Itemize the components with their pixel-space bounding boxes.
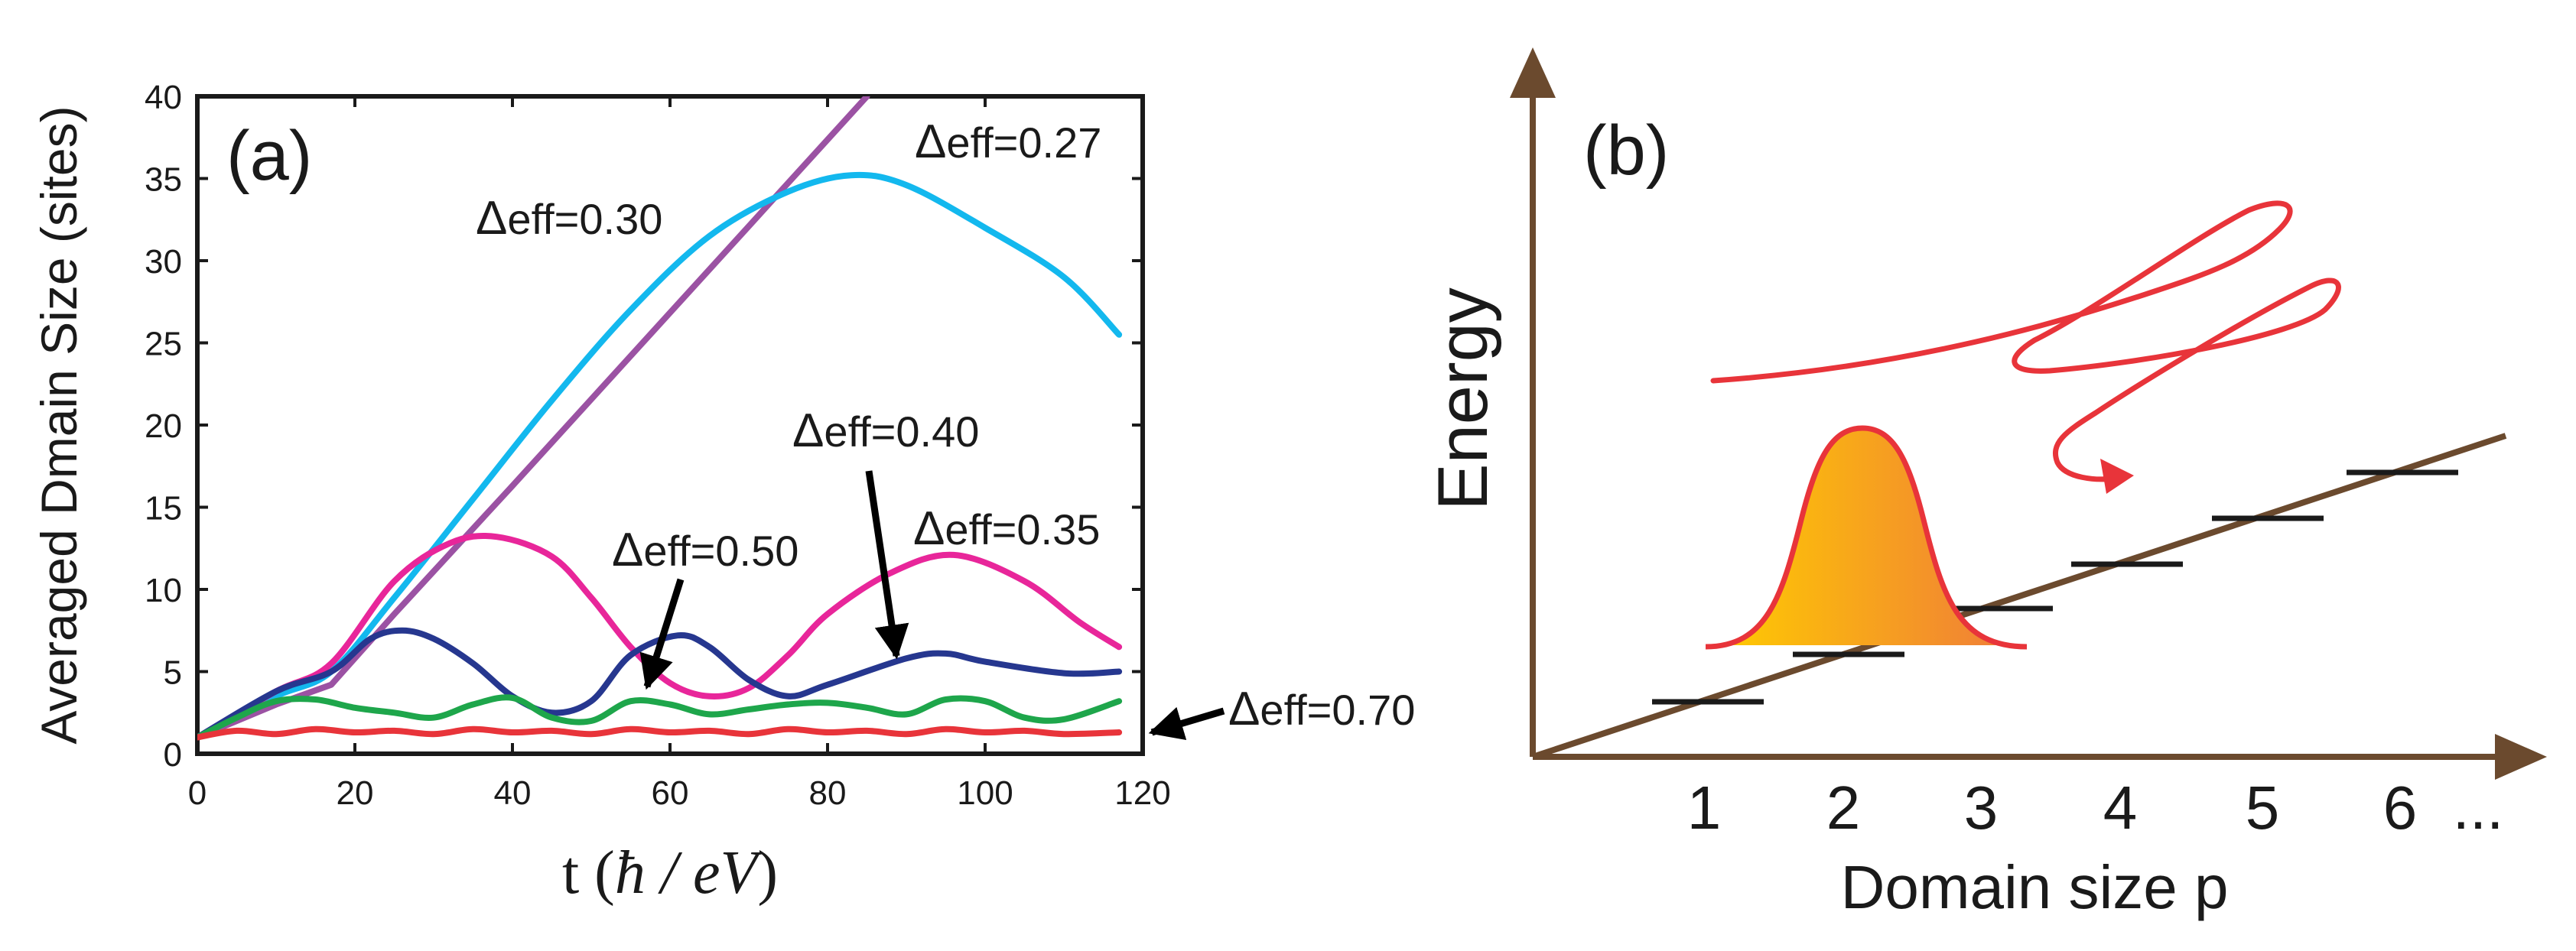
annotation-delta-070: Δeff=0.70 — [1228, 683, 1415, 735]
axis-ticks: 0 20 40 60 80 100 120 0 5 10 15 20 25 30 35 40 — [145, 79, 1171, 812]
tick-5: 5 — [2246, 774, 2280, 842]
y-axis-label: Averaged Dmain Size (sites) — [31, 105, 87, 744]
trajectory-arrowhead — [2100, 459, 2134, 494]
relaxation-trajectory — [1710, 200, 2341, 482]
series-line-4 — [197, 694, 1123, 741]
energy-levels — [1652, 469, 2458, 705]
series-line-5 — [197, 725, 1123, 741]
y-tick-label: 30 — [145, 243, 182, 281]
domain-size-ticks: 1 2 3 4 5 6 ... — [1687, 774, 2504, 842]
y-tick-label: 40 — [145, 79, 182, 116]
x-axis-label-prefix: t ( — [562, 839, 615, 907]
x-tick-label: 80 — [809, 774, 847, 812]
annotation-delta-035: Δeff=0.35 — [913, 502, 1100, 555]
y-tick-label: 25 — [145, 326, 182, 363]
tick-4: 4 — [2103, 774, 2138, 842]
energy-trend-line — [1531, 433, 2507, 760]
hbar-symbol: ħ — [615, 839, 646, 907]
tick-2: 2 — [1826, 774, 1861, 842]
tick-1: 1 — [1687, 774, 1722, 842]
x-axis-label-var: eV — [693, 839, 764, 907]
x-tick-label: 20 — [337, 774, 374, 812]
annotation-delta-030: Δeff=0.30 — [476, 192, 662, 245]
panel-a: 0 20 40 60 80 100 120 0 5 10 15 20 25 30 35 40 (a) Aver… — [31, 79, 1415, 907]
x-axis-label: t (ħ / eV) — [562, 839, 778, 907]
energy-axis-label: Energy — [1424, 287, 1502, 511]
wavepacket-outline — [1705, 425, 2028, 650]
arrow-delta-050 — [639, 578, 685, 690]
annotation-delta-040: Δeff=0.40 — [792, 404, 979, 457]
annotation-delta-027: Δeff=0.27 — [915, 115, 1101, 168]
x-tick-label: 0 — [188, 774, 207, 812]
x-axis-label-suffix: ) — [757, 839, 778, 907]
x-tick-label: 100 — [957, 774, 1013, 812]
domain-size-axis-label: Domain size p — [1841, 853, 2229, 921]
x-axis-label-mid: / — [646, 839, 693, 907]
tick-6: 6 — [2383, 774, 2418, 842]
panel-label-b: (b) — [1583, 112, 1669, 190]
arrow-delta-040 — [865, 470, 909, 660]
arrow-delta-070 — [1148, 706, 1225, 741]
domain-size-axis-arrowhead — [2495, 734, 2547, 780]
tick-ellipsis: ... — [2453, 774, 2504, 842]
series-line-3 — [197, 627, 1123, 741]
x-tick-label: 60 — [652, 774, 689, 812]
energy-axis-arrowhead — [1510, 47, 1556, 98]
y-tick-label: 20 — [145, 407, 182, 445]
y-tick-label: 5 — [164, 654, 182, 692]
annotation-delta-050: Δeff=0.50 — [612, 524, 798, 576]
panel-b: (b) Energy 1 2 3 4 5 6 ... Domain size p — [1424, 47, 2547, 921]
series-line-0 — [197, 96, 870, 741]
x-tick-label: 40 — [494, 774, 532, 812]
tick-3: 3 — [1964, 774, 1999, 842]
panel-label-a: (a) — [226, 117, 312, 195]
y-tick-label: 15 — [145, 490, 182, 527]
y-tick-label: 10 — [145, 572, 182, 609]
y-tick-label: 35 — [145, 161, 182, 199]
y-tick-label: 0 — [164, 736, 182, 774]
x-tick-label: 120 — [1114, 774, 1170, 812]
